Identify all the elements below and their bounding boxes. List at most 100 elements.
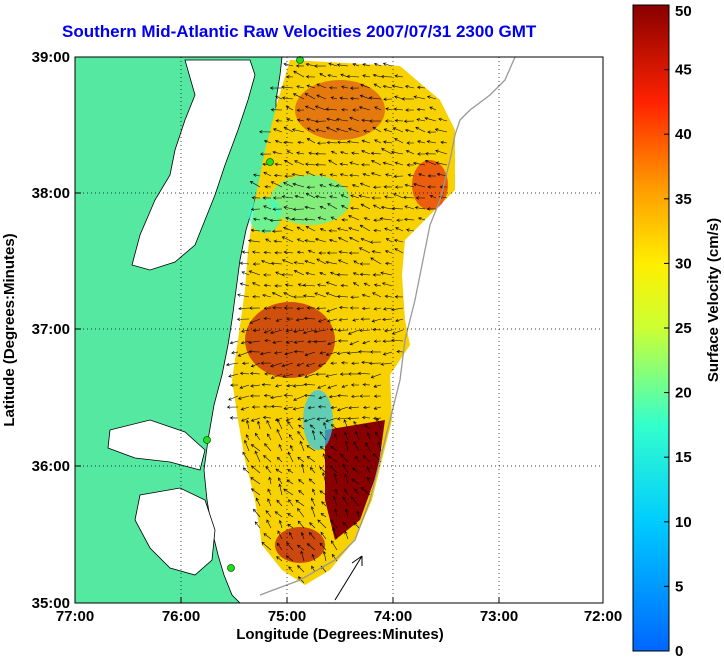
velocity-vector — [255, 497, 261, 507]
velocity-vector — [257, 420, 261, 430]
velocity-vector — [302, 294, 316, 298]
velocity-vector — [315, 128, 327, 133]
velocity-vector — [330, 405, 338, 410]
velocity-vector — [305, 75, 316, 79]
velocity-vector — [416, 118, 426, 122]
velocity-vector — [340, 150, 349, 155]
velocity-vector — [362, 454, 371, 463]
velocity-vector — [358, 350, 371, 354]
velocity-vector — [336, 406, 349, 412]
velocity-vector — [258, 130, 272, 134]
velocity-vector — [359, 262, 371, 266]
velocity-vector — [253, 508, 261, 518]
velocity-vector — [308, 151, 316, 155]
velocity-vector — [353, 260, 360, 265]
velocity-vector — [403, 119, 415, 123]
velocity-vector — [310, 497, 316, 507]
velocity-vector — [309, 467, 316, 474]
velocity-vector — [370, 151, 382, 156]
velocity-vector — [332, 527, 338, 540]
velocity-vector — [303, 417, 316, 423]
velocity-vector — [352, 63, 360, 67]
velocity-vector — [344, 431, 349, 441]
velocity-vector — [251, 405, 261, 409]
velocity-vector — [391, 329, 404, 335]
station-marker — [296, 56, 304, 64]
velocity-vector — [359, 328, 371, 333]
velocity-vector — [292, 295, 305, 299]
velocity-vector — [405, 149, 415, 155]
velocity-vector — [327, 203, 338, 210]
station-marker — [203, 436, 211, 444]
velocity-vector — [292, 182, 305, 188]
velocity-vector — [426, 207, 437, 211]
velocity-vector — [356, 510, 360, 518]
velocity-vector — [300, 532, 305, 540]
velocity-vector — [425, 152, 437, 156]
velocity-vector — [413, 182, 426, 188]
velocity-vector — [278, 443, 283, 452]
velocity-vector — [329, 328, 338, 332]
velocity-vector — [261, 259, 272, 265]
velocity-vector — [350, 206, 360, 210]
velocity-vector — [394, 138, 404, 144]
velocity-vector — [336, 417, 349, 421]
velocity-vector — [330, 424, 338, 430]
velocity-vector — [362, 63, 371, 67]
velocity-vector — [267, 498, 272, 507]
velocity-vector — [361, 415, 371, 420]
velocity-vector — [269, 218, 283, 223]
velocity-vector — [360, 83, 371, 89]
x-tick-label: 74:00 — [374, 608, 412, 625]
velocity-vector — [251, 250, 261, 254]
velocity-vector — [281, 85, 294, 89]
velocity-vector — [270, 261, 283, 266]
velocity-vector — [304, 93, 316, 100]
velocity-vector — [350, 394, 360, 399]
velocity-vector — [342, 496, 349, 507]
velocity-vector — [241, 329, 250, 333]
velocity-vector — [240, 340, 250, 345]
velocity-vector — [336, 294, 349, 299]
velocity-vector — [304, 373, 316, 379]
velocity-vector — [394, 248, 404, 254]
y-tick-label: 36:00 — [32, 458, 70, 475]
velocity-vector — [355, 430, 360, 441]
velocity-vector — [359, 272, 371, 277]
velocity-vector — [281, 273, 294, 277]
velocity-vector — [296, 226, 305, 232]
velocity-vector — [284, 351, 294, 356]
velocity-vector — [372, 292, 382, 298]
velocity-vector — [369, 240, 382, 244]
velocity-vector — [371, 250, 382, 254]
velocity-vector — [275, 318, 283, 322]
velocity-vector — [287, 513, 294, 518]
velocity-vector — [276, 456, 283, 463]
velocity-vector — [297, 456, 305, 463]
velocity-vector — [413, 95, 426, 100]
velocity-vector — [315, 152, 327, 156]
velocity-lowspot — [270, 175, 350, 225]
velocity-vector — [319, 205, 327, 210]
velocity-vector — [371, 318, 382, 323]
velocity-vector — [382, 351, 393, 356]
velocity-vector — [360, 237, 371, 243]
velocity-vector — [338, 250, 349, 254]
x-tick-label: 77:00 — [56, 608, 94, 625]
velocity-vector — [383, 307, 393, 311]
velocity-vector — [382, 161, 393, 166]
velocity-vector — [424, 116, 437, 122]
velocity-vector — [316, 83, 327, 89]
velocity-vector — [297, 520, 305, 529]
velocity-vector — [382, 339, 393, 343]
velocity-vector — [307, 249, 316, 254]
velocity-vector — [313, 329, 327, 334]
velocity-vector — [385, 238, 393, 243]
velocity-vector — [334, 488, 338, 496]
velocity-vector — [394, 295, 404, 299]
velocity-vector — [341, 384, 349, 388]
velocity-vector — [373, 83, 382, 89]
velocity-vector — [239, 371, 250, 376]
velocity-vector — [287, 451, 294, 463]
